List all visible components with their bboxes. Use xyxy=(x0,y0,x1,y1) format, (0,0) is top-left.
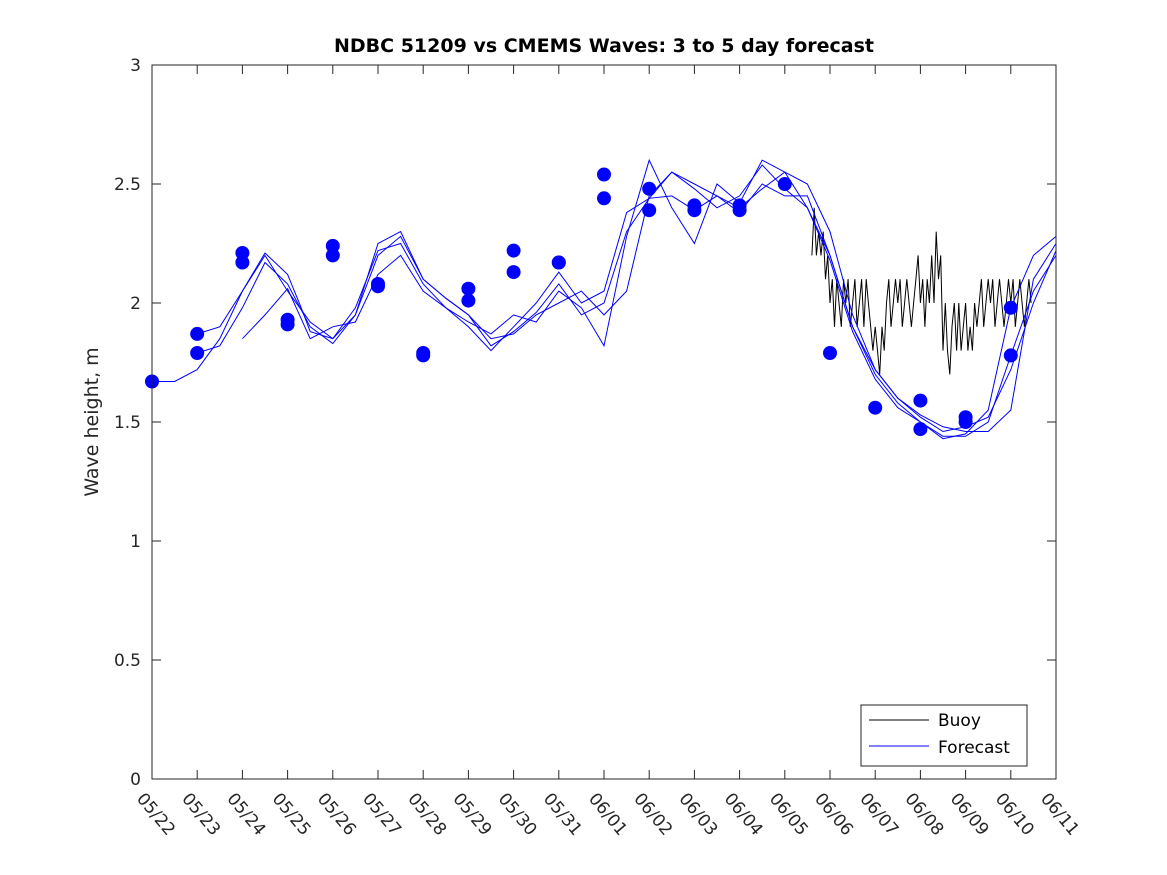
forecast-point xyxy=(461,281,476,296)
y-tick-label: 1.5 xyxy=(114,413,141,433)
forecast-point xyxy=(371,279,385,294)
forecast-point xyxy=(280,317,295,332)
y-tick-label: 2.5 xyxy=(114,175,141,195)
forecast-point xyxy=(913,393,928,408)
forecast-point xyxy=(868,400,883,415)
forecast-series-line-4 xyxy=(242,158,1057,440)
forecast-point xyxy=(732,203,747,218)
y-tick-label: 1 xyxy=(130,532,141,552)
forecast-series-line-3 xyxy=(197,164,1057,433)
forecast-point xyxy=(642,203,657,218)
forecast-point xyxy=(190,346,205,360)
buoy-series-line xyxy=(811,207,1032,375)
forecast-point xyxy=(235,255,250,270)
y-tick-label: 0 xyxy=(130,770,141,790)
forecast-point xyxy=(642,181,657,196)
series-layer xyxy=(152,158,1057,440)
forecast-point xyxy=(1003,348,1018,363)
forecast-point xyxy=(597,191,611,206)
forecast-point xyxy=(913,422,928,437)
forecast-point xyxy=(551,255,566,270)
forecast-point xyxy=(958,415,973,429)
chart-title: NDBC 51209 vs CMEMS Waves: 3 to 5 day fo… xyxy=(334,35,874,57)
y-axis-label: Wave height, m xyxy=(81,347,103,496)
plot-area xyxy=(152,65,1056,779)
y-tick-label: 3 xyxy=(130,56,141,76)
forecast-point xyxy=(190,326,205,341)
forecast-point xyxy=(325,248,340,263)
forecast-point xyxy=(823,346,837,360)
legend-label-forecast: Forecast xyxy=(938,738,1010,758)
y-axis: 0 0.5 1 1.5 2 2.5 3 xyxy=(114,56,1056,790)
forecast-series-line-2 xyxy=(197,183,1057,437)
forecast-point xyxy=(1003,300,1018,315)
legend: Buoy Forecast xyxy=(860,704,1028,767)
forecast-point xyxy=(687,203,702,218)
forecast-point xyxy=(506,243,521,258)
forecast-point xyxy=(461,293,476,308)
y-tick-label: 0.5 xyxy=(114,651,141,671)
forecast-point xyxy=(506,265,521,280)
legend-box xyxy=(860,704,1028,767)
forecast-point xyxy=(777,177,792,191)
forecast-point xyxy=(416,348,431,363)
y-tick-label: 2 xyxy=(130,294,141,314)
forecast-point xyxy=(597,167,611,182)
legend-label-buoy: Buoy xyxy=(938,711,981,731)
